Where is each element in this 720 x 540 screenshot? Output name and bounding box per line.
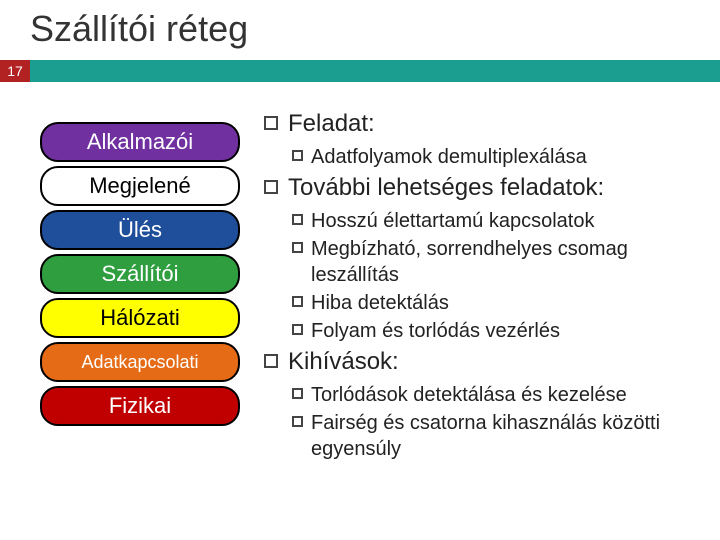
square-bullet-icon: [292, 416, 303, 427]
square-bullet-icon: [292, 214, 303, 225]
osi-layer-label: Szállítói: [101, 263, 178, 285]
list-item-label: Hosszú élettartamú kapcsolatok: [311, 208, 594, 234]
list-item-label: Hiba detektálás: [311, 290, 449, 316]
osi-layer-label: Fizikai: [109, 395, 171, 417]
section-heading: Feladat:: [264, 110, 700, 138]
divider-row: 17: [0, 60, 720, 82]
list-item-label: Torlódások detektálása és kezelése: [311, 382, 627, 408]
osi-layer-label: Ülés: [118, 219, 162, 241]
osi-layer: Adatkapcsolati: [40, 342, 240, 382]
section-heading-label: További lehetséges feladatok:: [288, 174, 604, 202]
square-bullet-icon: [292, 150, 303, 161]
osi-layer-label: Alkalmazói: [87, 131, 193, 153]
osi-layer: Ülés: [40, 210, 240, 250]
section-heading: Kihívások:: [264, 348, 700, 376]
accent-bar: [30, 60, 720, 82]
slide-body: Alkalmazói Megjelené Ülés Szállítói Hálózati…: [0, 82, 720, 464]
list-item: Torlódások detektálása és kezelése: [292, 382, 700, 408]
osi-layer: Szállítói: [40, 254, 240, 294]
list-item: Hiba detektálás: [292, 290, 700, 316]
list-item: Hosszú élettartamú kapcsolatok: [292, 208, 700, 234]
list-item-label: Adatfolyamok demultiplexálása: [311, 144, 587, 170]
square-bullet-icon: [264, 116, 278, 130]
osi-layer-label: Adatkapcsolati: [81, 354, 198, 370]
osi-layer: Hálózati: [40, 298, 240, 338]
list-item: Megbízható, sorrendhelyes csomag leszáll…: [292, 236, 700, 288]
slide-number-box: 17: [0, 60, 30, 82]
list-item: Fairség és csatorna kihasználás közötti …: [292, 410, 700, 462]
list-item: Adatfolyamok demultiplexálása: [292, 144, 700, 170]
section-heading-label: Kihívások:: [288, 348, 399, 376]
osi-layer-label: Megjelené: [89, 175, 191, 197]
content-area: Feladat: Adatfolyamok demultiplexálása Tov…: [264, 106, 700, 464]
section-heading: További lehetséges feladatok:: [264, 174, 700, 202]
square-bullet-icon: [292, 388, 303, 399]
osi-layer: Fizikai: [40, 386, 240, 426]
osi-layer: Megjelené: [40, 166, 240, 206]
list-item: Folyam és torlódás vezérlés: [292, 318, 700, 344]
slide-number: 17: [7, 63, 23, 79]
slide: Szállítói réteg 17 Alkalmazói Megjelené Ül…: [0, 0, 720, 540]
slide-title: Szállítói réteg: [0, 0, 720, 60]
list-item-label: Folyam és torlódás vezérlés: [311, 318, 560, 344]
square-bullet-icon: [292, 324, 303, 335]
square-bullet-icon: [264, 180, 278, 194]
osi-layer: Alkalmazói: [40, 122, 240, 162]
osi-layer-label: Hálózati: [100, 307, 179, 329]
square-bullet-icon: [292, 296, 303, 307]
section-heading-label: Feladat:: [288, 110, 375, 138]
square-bullet-icon: [264, 354, 278, 368]
list-item-label: Megbízható, sorrendhelyes csomag leszáll…: [311, 236, 700, 288]
square-bullet-icon: [292, 242, 303, 253]
osi-stack: Alkalmazói Megjelené Ülés Szállítói Hálózati…: [40, 122, 240, 464]
list-item-label: Fairség és csatorna kihasználás közötti …: [311, 410, 700, 462]
